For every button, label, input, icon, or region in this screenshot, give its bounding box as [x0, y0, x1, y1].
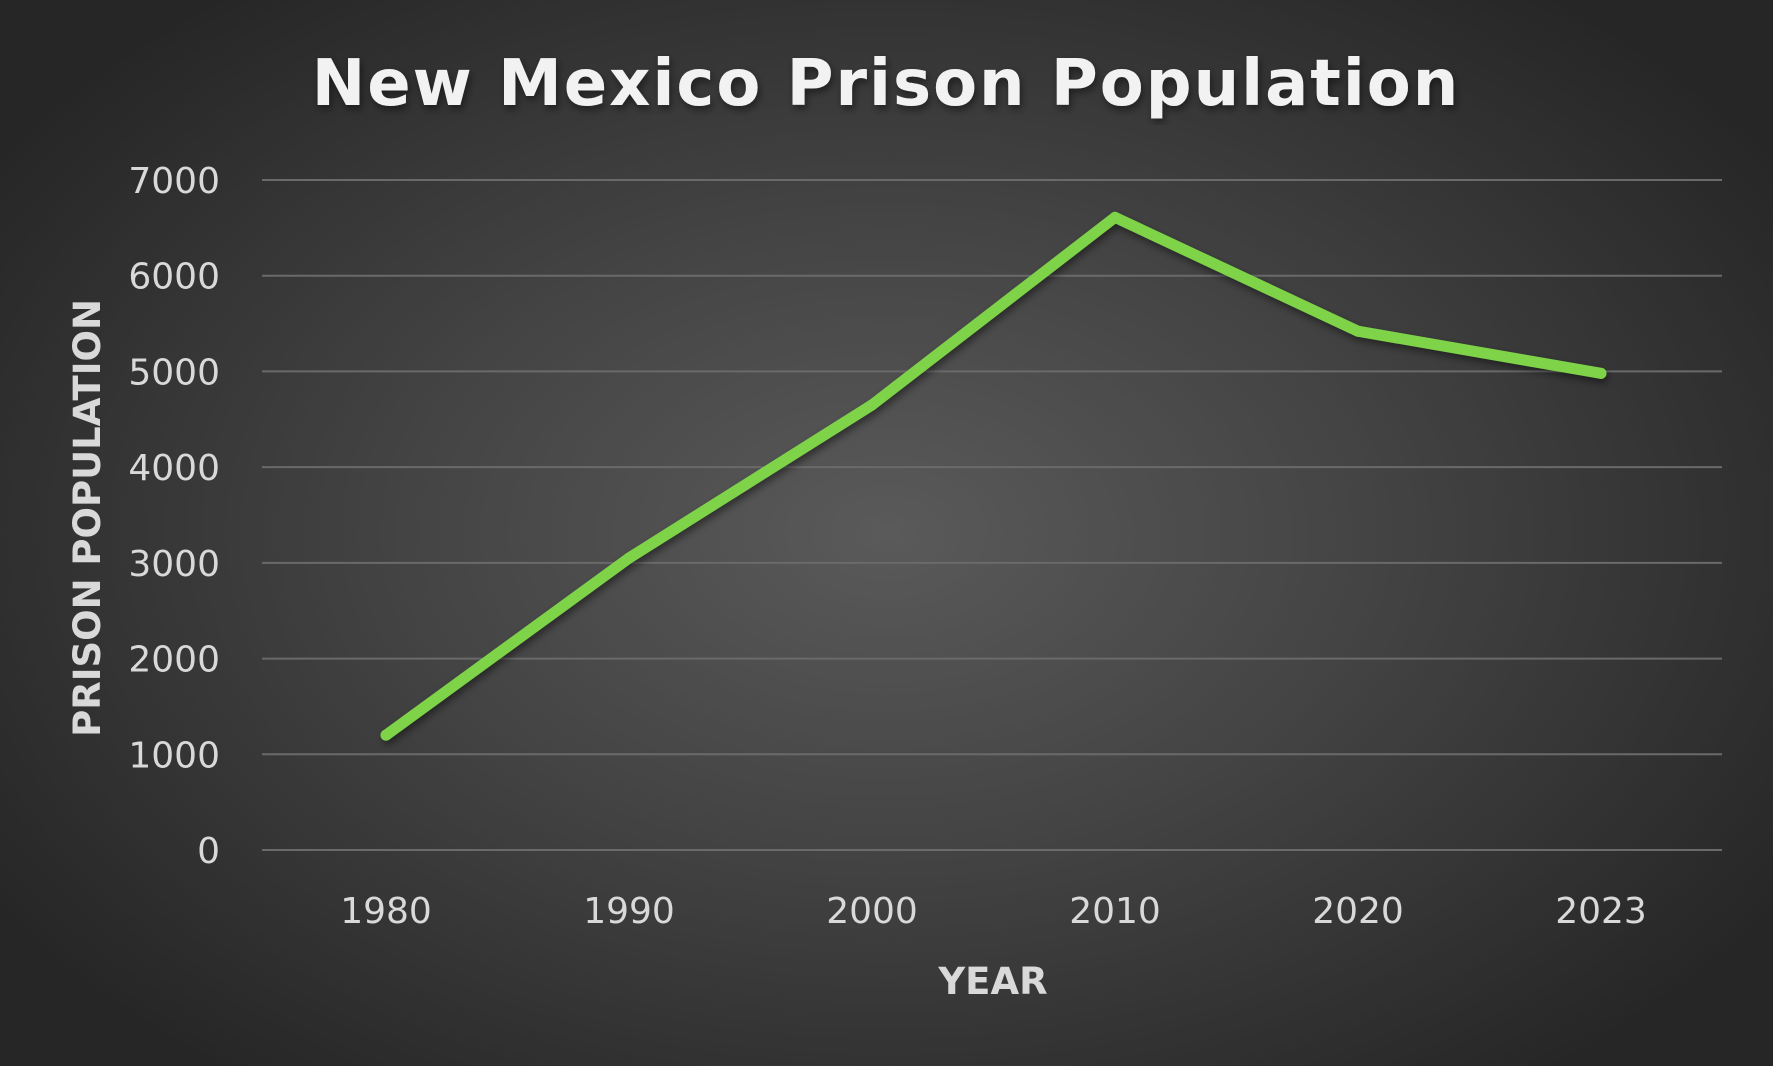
- x-tick-label: 2000: [826, 891, 918, 932]
- y-axis-title: PRISON POPULATION: [66, 299, 109, 737]
- y-tick-label: 6000: [128, 257, 220, 298]
- x-axis-title: YEAR: [937, 960, 1047, 1003]
- chart-title: New Mexico Prison Population: [312, 47, 1461, 121]
- data-point: [866, 399, 878, 411]
- y-tick-label: 7000: [128, 161, 220, 202]
- y-tick-label: 1000: [128, 735, 220, 776]
- data-point: [1352, 325, 1364, 337]
- x-axis-ticks: 1980 1990 2000 2010 2020 2023: [340, 891, 1647, 932]
- x-tick-label: 1990: [583, 891, 675, 932]
- x-tick-label: 1980: [340, 891, 432, 932]
- y-tick-label: 3000: [128, 544, 220, 585]
- data-point: [1595, 367, 1607, 379]
- series-line: [380, 211, 1607, 741]
- y-axis-ticks: 0 1000 2000 3000 4000 5000 6000 7000: [128, 161, 220, 872]
- gridlines: [262, 179, 1722, 851]
- y-tick-label: 5000: [128, 352, 220, 393]
- x-tick-label: 2020: [1312, 891, 1404, 932]
- x-tick-label: 2010: [1069, 891, 1161, 932]
- y-tick-label: 4000: [128, 448, 220, 489]
- x-tick-label: 2023: [1555, 891, 1647, 932]
- y-tick-label: 2000: [128, 640, 220, 681]
- data-point: [623, 552, 635, 564]
- data-point: [380, 729, 392, 741]
- y-tick-label: 0: [197, 831, 220, 872]
- series-layer: [380, 211, 1607, 741]
- data-point: [1109, 211, 1121, 223]
